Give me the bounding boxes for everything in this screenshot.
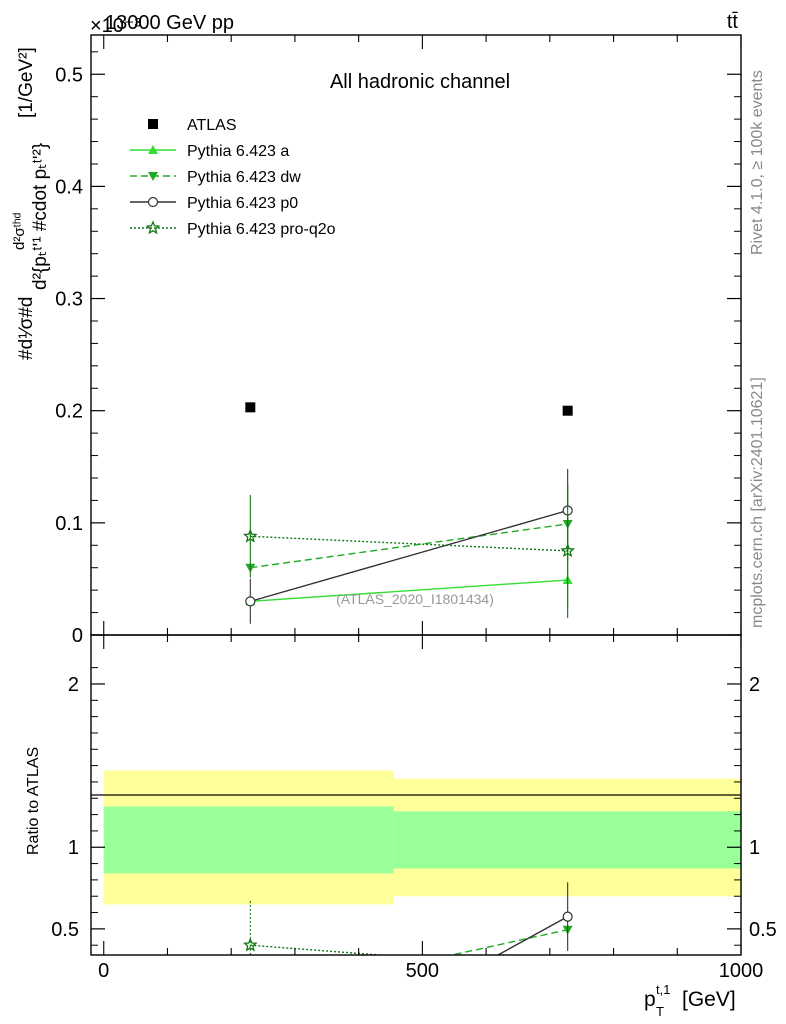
main-x-ticks xyxy=(103,35,742,635)
legend: ATLAS Pythia 6.423 a Pythia 6.423 dw Pythia… xyxy=(130,117,336,238)
main-y-title-frac2: d²σᵗʰᵈ xyxy=(11,212,28,250)
main-y-tick-label: 0.4 xyxy=(55,176,83,198)
legend-label-pythia_proq2o: Pythia 6.423 pro-q2o xyxy=(187,221,336,238)
ratio-series xyxy=(242,882,573,955)
series-line-pythia_p0 xyxy=(250,509,568,603)
data-point-pythia_proq2o xyxy=(242,528,258,543)
series-line-pythia_proq2o xyxy=(250,535,568,552)
main-y-tick-label: 0.3 xyxy=(55,289,83,311)
ratio-line-pythia_p0 xyxy=(496,916,569,955)
process-label: tt̄ xyxy=(727,11,739,33)
legend-label-pythia_dw: Pythia 6.423 dw xyxy=(187,169,301,186)
stat-uncertainty-band xyxy=(393,811,741,869)
main-y-tick-label: 0 xyxy=(72,625,83,647)
ratio-frame xyxy=(90,634,742,956)
data-point-pythia_proq2o xyxy=(560,543,576,558)
main-y-title: #d¹⁄σ#d d²σᵗʰᵈ d²{pₜᵗʹ¹ #cdot pₜᵗʹ²} [1/… xyxy=(11,47,51,360)
legend-item-pythia_proq2o: Pythia 6.423 pro-q2o xyxy=(130,220,336,238)
x-title-sup: t,1 xyxy=(656,982,670,997)
ratio-x-ticks: 0 500 1000 xyxy=(98,635,763,982)
ratio-y-tick-label: 0.5 xyxy=(51,919,79,941)
ratio-series-pythia_dw xyxy=(448,925,573,955)
x-title-main: p xyxy=(644,988,656,1011)
x-tick-label: 500 xyxy=(406,960,439,982)
ratio-y-ticks: 0.5 0.5 1 1 2 2 xyxy=(51,667,777,946)
legend-marker-pythia_a xyxy=(148,145,158,154)
ratio-series-pythia_p0 xyxy=(496,882,573,955)
series-pythia_dw xyxy=(245,484,573,573)
legend-item-atlas: ATLAS xyxy=(148,117,237,134)
series-pythia_proq2o xyxy=(242,483,576,619)
series-atlas xyxy=(245,402,573,416)
legend-item-pythia_p0: Pythia 6.423 p0 xyxy=(130,195,298,212)
ratio-y-tick-label-right: 0.5 xyxy=(749,919,777,941)
ratio-point-pythia_p0 xyxy=(562,911,573,922)
stat-uncertainty-band xyxy=(103,806,394,874)
main-y-title-frac1: #d¹⁄σ#d xyxy=(16,297,37,361)
side-labels: Rivet 4.1.0, ≥ 100k events mcplots.cern.… xyxy=(749,70,766,628)
x-title-unit: [GeV] xyxy=(682,988,736,1011)
legend-marker-atlas xyxy=(148,119,158,129)
main-y-ticks: 0 0.1 0.2 0.3 0.4 0.5 xyxy=(55,51,741,647)
analysis-label: (ATLAS_2020_I1801434) xyxy=(336,591,494,607)
ratio-line-pythia_proq2o xyxy=(250,944,389,955)
data-point-atlas xyxy=(562,405,573,416)
main-title: All hadronic channel xyxy=(330,71,510,93)
legend-label-pythia_a: Pythia 6.423 a xyxy=(187,143,289,160)
energy-label: 13000 GeV pp xyxy=(105,12,234,34)
main-y-tick-label: 0.1 xyxy=(55,513,83,535)
exponent-label: ×10⁻³ xyxy=(90,15,141,37)
ratio-point-pythia_proq2o xyxy=(242,937,258,952)
ratio-line-pythia_dw xyxy=(448,929,568,955)
main-y-tick-label: 0.2 xyxy=(55,401,83,423)
legend-label-pythia_p0: Pythia 6.423 p0 xyxy=(187,195,298,212)
ratio-y-tick-label-right: 1 xyxy=(749,837,760,859)
rivet-label: Rivet 4.1.0, ≥ 100k events xyxy=(749,70,766,255)
main-y-tick-label: 0.5 xyxy=(55,64,83,86)
ratio-y-tick-label: 1 xyxy=(68,837,79,859)
x-axis-title: p t,1 T [GeV] xyxy=(644,982,736,1019)
x-tick-label: 1000 xyxy=(719,960,764,982)
ratio-y-title: Ratio to ATLAS xyxy=(25,747,42,855)
series-line-pythia_dw xyxy=(250,523,568,569)
data-point-pythia_p0 xyxy=(245,596,256,607)
data-point-atlas xyxy=(245,402,256,413)
mcplots-label: mcplots.cern.ch [arXiv:2401.10621] xyxy=(749,377,766,628)
legend-item-pythia_dw: Pythia 6.423 dw xyxy=(130,169,301,186)
legend-item-pythia_a: Pythia 6.423 a xyxy=(130,143,289,160)
main-panel: 0 0.1 0.2 0.3 0.4 0.5 All hadronic channel (A… xyxy=(11,11,742,647)
ratio-y-tick-label: 2 xyxy=(68,674,79,696)
series-line-pythia_a xyxy=(250,579,568,603)
ratio-panel: 0.5 0.5 1 1 2 2 0 500 1000 Ratio to ATLAS p t,1… xyxy=(25,634,777,1019)
x-title-sub: T xyxy=(656,1004,664,1019)
main-series xyxy=(242,402,576,624)
ratio-series-pythia_proq2o xyxy=(242,899,389,955)
legend-label-atlas: ATLAS xyxy=(187,117,237,134)
legend-marker-pythia_p0 xyxy=(147,196,159,208)
main-y-title-frac3: d²{pₜᵗʹ¹ #cdot pₜᵗʹ²} xyxy=(30,143,51,290)
ratio-y-tick-label-right: 2 xyxy=(749,674,760,696)
x-tick-label: 0 xyxy=(98,960,109,982)
main-y-title-unit: [1/GeV²] xyxy=(16,47,37,118)
ratio-series-clipped xyxy=(242,882,573,955)
ratio-bands xyxy=(103,770,741,905)
legend-marker-pythia_proq2o xyxy=(145,220,161,235)
legend-marker-pythia_dw xyxy=(148,172,158,181)
